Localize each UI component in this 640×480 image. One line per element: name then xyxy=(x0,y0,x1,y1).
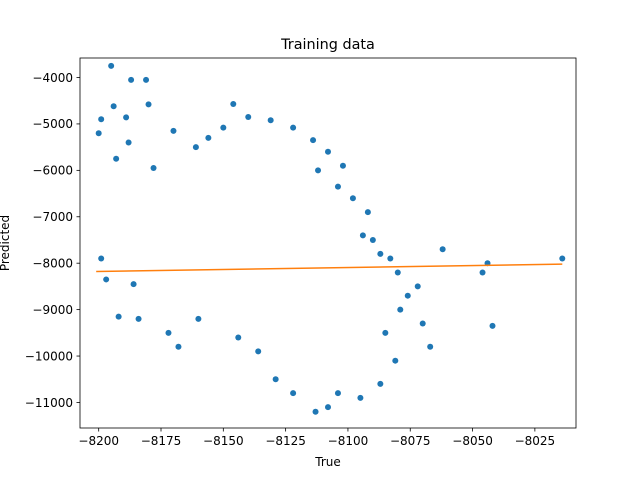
trend-line xyxy=(96,263,563,273)
data-point-36 xyxy=(195,315,202,322)
data-point-28 xyxy=(359,232,366,239)
data-point-43 xyxy=(334,390,341,397)
data-point-4 xyxy=(98,116,105,123)
data-point-30 xyxy=(103,276,110,283)
data-point-10 xyxy=(192,144,199,151)
data-point-11 xyxy=(113,155,120,162)
data-point-22 xyxy=(315,167,322,174)
y-tick-label: −6000 xyxy=(32,164,73,178)
data-point-46 xyxy=(382,329,389,336)
x-tick-label: −8125 xyxy=(265,434,306,448)
data-point-24 xyxy=(349,195,356,202)
data-point-38 xyxy=(255,348,262,355)
data-point-40 xyxy=(290,390,297,397)
y-tick-label: −7000 xyxy=(32,210,73,224)
scatter-points xyxy=(95,62,566,415)
x-tick-label: −8200 xyxy=(78,434,119,448)
data-point-26 xyxy=(369,236,376,243)
data-point-52 xyxy=(439,246,446,253)
data-point-14 xyxy=(267,117,274,124)
data-point-21 xyxy=(220,124,227,131)
data-point-57 xyxy=(414,283,421,290)
data-point-50 xyxy=(419,320,426,327)
y-tick-label: −10000 xyxy=(25,349,73,363)
data-point-39 xyxy=(272,376,279,383)
data-point-12 xyxy=(150,165,157,172)
y-axis-label: Predicted xyxy=(0,215,12,271)
data-point-2 xyxy=(143,76,150,83)
data-point-18 xyxy=(339,162,346,169)
x-tick-label: −8175 xyxy=(141,434,182,448)
data-point-20 xyxy=(205,134,212,141)
data-point-58 xyxy=(394,269,401,276)
y-tick-label: −9000 xyxy=(32,303,73,317)
data-point-5 xyxy=(123,114,130,121)
data-point-3 xyxy=(110,103,117,110)
x-axis-label: True xyxy=(314,455,341,469)
plot-frame xyxy=(79,57,577,429)
data-point-59 xyxy=(387,255,394,262)
data-point-51 xyxy=(427,343,434,350)
data-point-15 xyxy=(290,124,297,131)
data-point-49 xyxy=(404,292,411,299)
x-tick-label: −8100 xyxy=(328,434,369,448)
data-point-42 xyxy=(325,404,331,411)
y-tick-label: −11000 xyxy=(25,396,73,410)
data-point-56 xyxy=(559,255,566,262)
data-point-44 xyxy=(357,394,364,401)
data-point-23 xyxy=(334,183,341,190)
x-tick-label: −8075 xyxy=(390,434,431,448)
data-point-53 xyxy=(479,269,486,276)
trend-line-group xyxy=(96,263,563,273)
data-point-47 xyxy=(392,357,399,364)
data-point-34 xyxy=(165,329,172,336)
y-tick-label: −8000 xyxy=(32,256,73,270)
x-tick-label: −8050 xyxy=(452,434,493,448)
data-point-17 xyxy=(325,148,331,155)
x-axis: −8200 −8175 −8150 −8125 −8100 −8075 −8050 −8025 xyxy=(78,428,555,448)
data-point-7 xyxy=(230,100,237,107)
data-point-19 xyxy=(170,127,177,134)
data-point-41 xyxy=(312,408,319,415)
data-point-1 xyxy=(128,76,135,83)
data-point-37 xyxy=(235,334,242,341)
data-point-35 xyxy=(175,343,182,350)
data-point-32 xyxy=(115,313,122,320)
data-point-0 xyxy=(108,62,115,69)
data-point-27 xyxy=(377,250,384,257)
chart-title: Training data xyxy=(280,37,375,53)
data-point-6 xyxy=(145,101,152,108)
data-point-55 xyxy=(489,322,496,329)
y-axis: −11000 −10000 −9000 −8000 −7000 −6000 −5000 −40… xyxy=(25,71,80,410)
data-point-8 xyxy=(95,130,102,137)
y-tick-label: −5000 xyxy=(32,117,73,131)
data-point-16 xyxy=(310,137,317,144)
data-point-48 xyxy=(397,306,404,313)
data-point-31 xyxy=(130,281,137,288)
x-tick-label: −8150 xyxy=(203,434,244,448)
data-point-25 xyxy=(364,209,371,216)
data-point-13 xyxy=(245,113,252,120)
data-point-9 xyxy=(125,139,132,146)
data-point-33 xyxy=(135,315,142,322)
data-point-45 xyxy=(377,380,384,387)
y-tick-label: −4000 xyxy=(32,71,73,85)
x-tick-label: −8025 xyxy=(515,434,556,448)
data-point-29 xyxy=(98,255,105,262)
